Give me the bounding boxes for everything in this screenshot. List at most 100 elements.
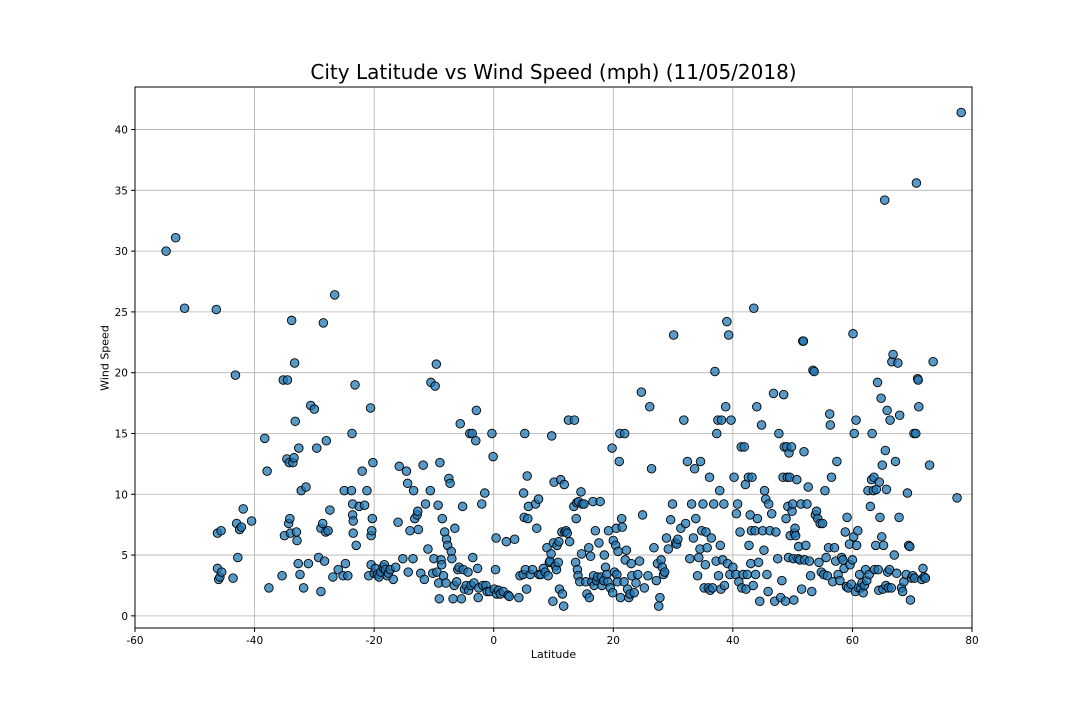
- data-point: [619, 428, 630, 439]
- data-point: [774, 428, 784, 439]
- data-point: [309, 404, 320, 414]
- data-point: [318, 318, 329, 328]
- data-point: [651, 575, 662, 586]
- data-point: [576, 487, 586, 497]
- data-point: [710, 366, 720, 377]
- data-point: [413, 506, 423, 517]
- data-point: [599, 550, 610, 560]
- data-point: [228, 573, 238, 583]
- data-point: [714, 485, 725, 496]
- data-point: [913, 375, 923, 385]
- data-point: [829, 543, 840, 553]
- data-point: [832, 456, 842, 467]
- data-point: [179, 303, 190, 314]
- data-point: [626, 558, 636, 569]
- data-point: [637, 510, 648, 520]
- data-point: [584, 543, 594, 553]
- data-point: [343, 570, 353, 581]
- data-point: [668, 330, 679, 340]
- data-point: [789, 595, 799, 605]
- y-tick-label: 15: [115, 428, 128, 440]
- data-point: [456, 594, 467, 604]
- data-point: [472, 563, 483, 574]
- data-point: [911, 428, 921, 439]
- data-point: [755, 596, 765, 607]
- data-point: [548, 596, 558, 607]
- data-point: [870, 540, 881, 551]
- data-point: [817, 518, 828, 529]
- data-point: [891, 568, 902, 579]
- data-point: [771, 527, 781, 537]
- data-point: [796, 584, 807, 594]
- data-point: [425, 485, 436, 496]
- data-point: [558, 601, 569, 611]
- data-point: [527, 564, 538, 575]
- data-point: [661, 533, 672, 543]
- data-point: [436, 560, 447, 570]
- data-point: [301, 482, 311, 492]
- data-point: [170, 233, 181, 243]
- data-point: [918, 563, 928, 574]
- data-point: [430, 381, 440, 391]
- data-point: [914, 401, 924, 412]
- data-point: [290, 416, 300, 427]
- data-point: [729, 472, 739, 482]
- data-point: [420, 499, 431, 509]
- data-point: [756, 420, 767, 430]
- data-point: [645, 401, 655, 412]
- y-axis-label: Wind Speed: [98, 325, 112, 391]
- data-point: [463, 567, 473, 577]
- data-point: [792, 474, 802, 485]
- data-point: [763, 499, 774, 509]
- data-point: [405, 525, 415, 536]
- data-point: [554, 536, 564, 547]
- data-point: [230, 370, 241, 380]
- data-point: [876, 532, 887, 542]
- data-point: [298, 583, 309, 593]
- data-point: [688, 533, 699, 543]
- data-point: [748, 580, 758, 591]
- x-tick-label: 40: [726, 635, 739, 647]
- data-point: [956, 107, 966, 118]
- data-point: [790, 530, 801, 541]
- data-point: [471, 405, 482, 416]
- data-point: [824, 409, 835, 419]
- data-point: [293, 558, 303, 569]
- data-point: [847, 555, 858, 565]
- data-point: [814, 557, 824, 568]
- data-point: [781, 513, 791, 524]
- data-point: [686, 499, 697, 509]
- data-point: [629, 587, 639, 598]
- data-point: [747, 472, 757, 482]
- data-point: [878, 540, 889, 551]
- data-point: [698, 499, 708, 509]
- data-point: [731, 508, 742, 519]
- data-point: [323, 525, 333, 536]
- data-point: [742, 569, 752, 580]
- data-point: [504, 591, 515, 602]
- y-tick-label: 20: [115, 368, 128, 380]
- data-point: [514, 592, 524, 603]
- data-point: [825, 420, 836, 430]
- data-point: [329, 290, 340, 300]
- data-point: [546, 431, 557, 441]
- data-point: [238, 504, 248, 514]
- data-point: [809, 366, 819, 377]
- data-point: [719, 580, 730, 591]
- y-tick-label: 40: [115, 125, 128, 137]
- data-point: [665, 515, 676, 525]
- data-point: [849, 428, 859, 439]
- data-point: [689, 463, 700, 474]
- data-point: [246, 516, 257, 526]
- data-point: [872, 377, 883, 388]
- data-point: [777, 575, 787, 586]
- data-point: [487, 428, 497, 439]
- data-point: [702, 543, 712, 553]
- data-point: [716, 415, 727, 425]
- data-point: [347, 428, 357, 439]
- data-point: [680, 518, 691, 529]
- data-point: [799, 446, 809, 457]
- y-tick-label: 0: [121, 611, 128, 623]
- data-point: [851, 540, 862, 551]
